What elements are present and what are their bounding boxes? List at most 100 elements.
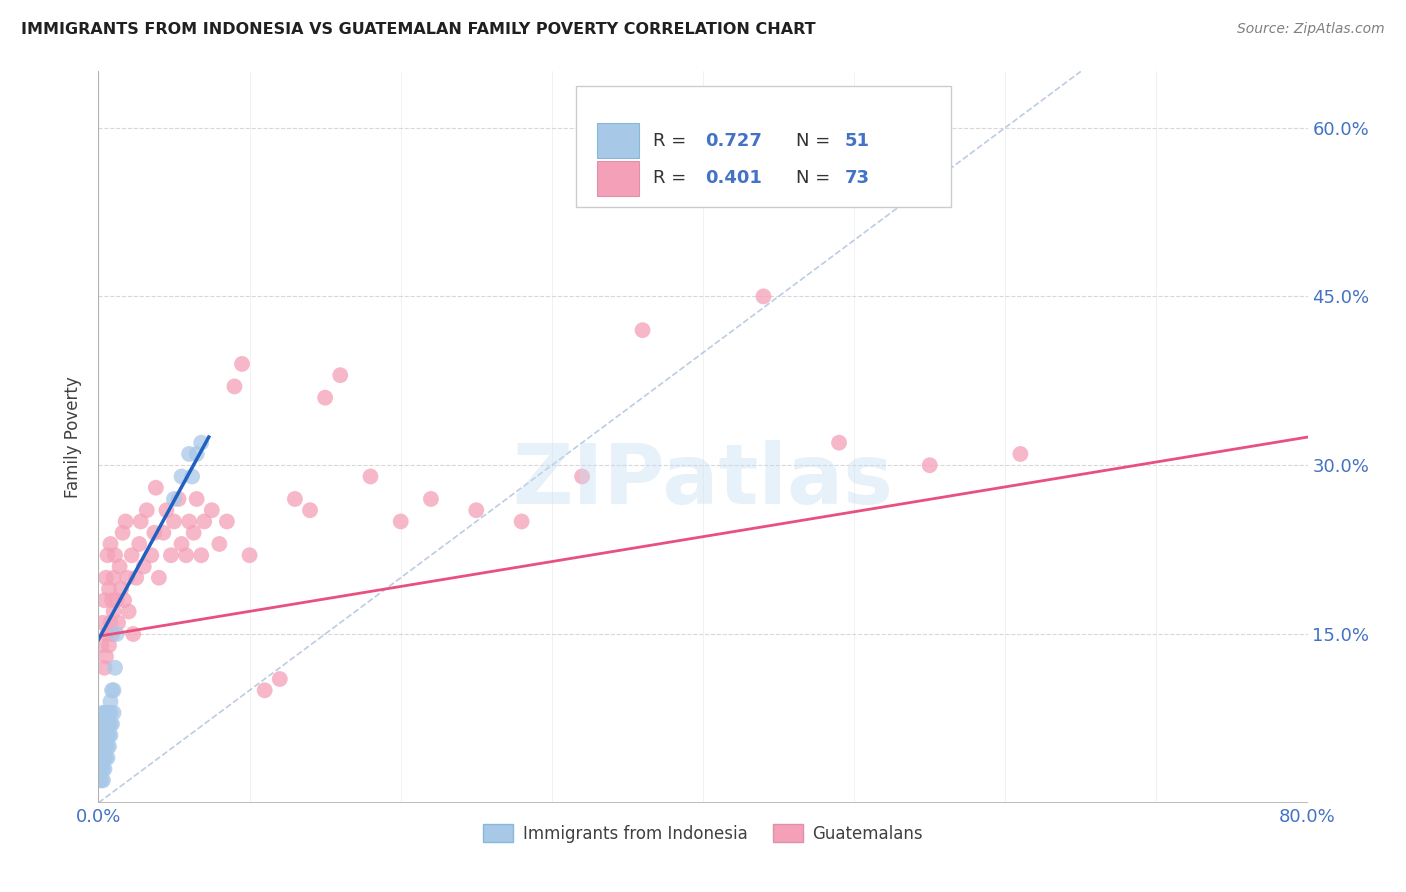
Point (155, 503, 177, 517)
Point (111, 525, 134, 540)
Point (93, 762, 115, 776)
Point (89, 762, 111, 776)
Point (103, 605, 125, 619)
Point (186, 447, 208, 461)
Point (186, 491, 208, 506)
Point (100, 615, 122, 630)
Point (93, 751, 115, 765)
Point (1010, 447, 1032, 461)
Point (239, 548, 262, 562)
Point (104, 661, 127, 675)
Point (94, 728, 117, 742)
Point (91, 615, 114, 630)
Point (284, 491, 307, 506)
Point (152, 525, 174, 540)
Text: N =: N = (796, 169, 837, 187)
Point (90, 739, 112, 754)
Text: R =: R = (654, 169, 692, 187)
Point (101, 593, 124, 607)
Point (91, 717, 114, 731)
Point (174, 548, 197, 562)
Point (94, 751, 117, 765)
Point (98, 706, 121, 720)
Point (179, 515, 201, 529)
Point (752, 289, 775, 303)
Point (105, 593, 128, 607)
Point (101, 717, 124, 731)
Point (112, 593, 135, 607)
Point (100, 694, 122, 708)
Point (100, 717, 122, 731)
Point (91, 706, 114, 720)
Point (269, 672, 291, 686)
Point (631, 323, 654, 337)
Point (96, 739, 118, 754)
Point (94, 571, 117, 585)
Point (143, 525, 166, 540)
Point (96, 627, 118, 641)
Text: 51: 51 (845, 132, 869, 150)
Point (170, 469, 193, 483)
Point (89, 739, 111, 754)
Point (91, 728, 114, 742)
Point (170, 537, 193, 551)
Point (122, 627, 145, 641)
Point (90, 773, 112, 788)
Point (224, 379, 246, 393)
Point (93, 706, 115, 720)
Text: Source: ZipAtlas.com: Source: ZipAtlas.com (1237, 22, 1385, 37)
Point (125, 571, 148, 585)
Text: N =: N = (796, 132, 837, 150)
Point (299, 503, 322, 517)
Point (128, 537, 150, 551)
Point (91, 773, 114, 788)
Point (179, 447, 201, 461)
FancyBboxPatch shape (596, 123, 638, 158)
Point (93, 739, 115, 754)
Point (90, 762, 112, 776)
Point (98, 582, 121, 596)
Point (89, 773, 111, 788)
Point (105, 627, 128, 641)
Point (141, 548, 163, 562)
Point (181, 469, 204, 483)
Point (90, 638, 112, 652)
Point (90, 751, 112, 765)
Point (167, 491, 190, 506)
Text: 0.727: 0.727 (706, 132, 762, 150)
Point (163, 491, 186, 506)
Point (103, 571, 125, 585)
Point (571, 469, 593, 483)
FancyBboxPatch shape (596, 161, 638, 195)
Point (389, 515, 412, 529)
Point (118, 605, 141, 619)
Point (160, 548, 183, 562)
Point (104, 548, 127, 562)
Point (148, 571, 170, 585)
Point (94, 649, 117, 664)
Y-axis label: Family Poverty: Family Poverty (65, 376, 83, 498)
Point (201, 503, 224, 517)
Point (94, 706, 117, 720)
Point (93, 728, 115, 742)
Point (215, 515, 238, 529)
Point (828, 435, 851, 450)
Point (91, 751, 114, 765)
Point (132, 559, 155, 574)
Point (90, 728, 112, 742)
Point (89, 751, 111, 765)
Point (98, 717, 121, 731)
Point (110, 582, 132, 596)
Text: R =: R = (654, 132, 692, 150)
Point (93, 717, 115, 731)
Point (96, 717, 118, 731)
Point (103, 706, 125, 720)
Point (98, 739, 121, 754)
Point (121, 548, 143, 562)
Legend: Immigrants from Indonesia, Guatemalans: Immigrants from Indonesia, Guatemalans (477, 818, 929, 849)
Text: 0.401: 0.401 (706, 169, 762, 187)
Text: 73: 73 (845, 169, 869, 187)
Point (918, 458, 941, 473)
Point (100, 706, 122, 720)
Point (96, 751, 118, 765)
